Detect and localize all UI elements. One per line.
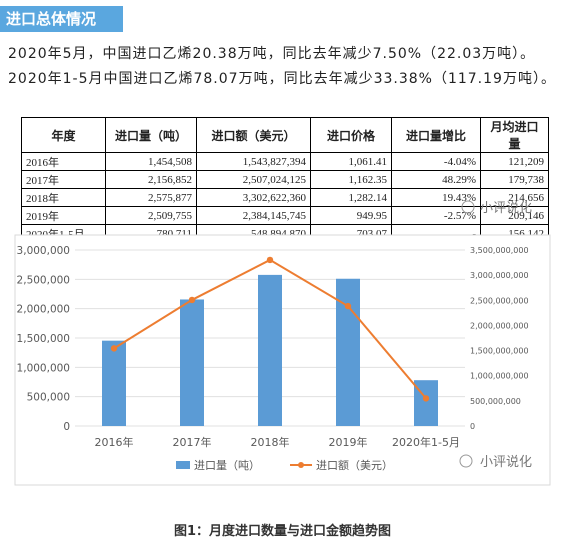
x-tick-label: 2018年 [251, 435, 290, 449]
line-point [266, 256, 274, 264]
left-tick-label: 2,000,000 [17, 304, 70, 316]
table-cell: 121,209 [480, 152, 549, 171]
right-tick-label: 3,000,000,000 [470, 271, 529, 280]
bar-series [102, 274, 438, 426]
right-tick-label: 2,500,000,000 [470, 296, 529, 305]
summary-paragraph-1: 2020年5月，中国进口乙烯20.38万吨，同比去年减少7.50%（22.03万… [8, 46, 536, 62]
table-cell: 1,543,827,394 [196, 152, 311, 171]
line-point [422, 395, 430, 402]
left-tick-label: 1,000,000 [17, 362, 70, 374]
line-series [110, 256, 430, 402]
right-tick-label: 2,000,000,000 [470, 321, 529, 330]
bar [258, 274, 282, 426]
table-cell: 1,282.14 [310, 188, 392, 207]
right-tick-label: 3,500,000,000 [470, 246, 529, 255]
table-cell: 48.29% [391, 170, 481, 189]
summary-paragraph-2: 2020年1-5月中国进口乙烯78.07万吨，同比去年减少33.38%（117.… [8, 71, 556, 87]
legend-label: 进口额（美元） [316, 459, 393, 472]
import-stats-table: 年度 进口量（吨） 进口额（美元） 进口价格 进口量增比 月均进口量 2016年… [21, 117, 549, 243]
table-row: 2016年 1,454,508 1,543,827,394 1,061.41 -… [21, 152, 549, 171]
watermark-text: 小评说化 [480, 201, 532, 216]
chart-legend: 进口量（吨） 进口额（美元） [176, 459, 393, 472]
watermark-text: 小评说化 [480, 455, 532, 470]
wechat-icon [459, 454, 473, 468]
table-header-cell: 年度 [21, 117, 106, 153]
table-row: 2018年 2,575,877 3,302,622,360 1,282.14 1… [21, 188, 549, 207]
bar [102, 340, 126, 426]
table-header-cell: 进口量增比 [391, 117, 481, 153]
left-tick-label: 1,500,000 [17, 333, 70, 345]
left-tick-label: 0 [63, 421, 70, 433]
table-cell: -2.57% [391, 206, 481, 225]
table-cell: 1,454,508 [105, 152, 197, 171]
table-cell: 2018年 [21, 188, 106, 207]
table-cell: 2,384,145,745 [196, 206, 311, 225]
left-tick-label: 2,500,000 [17, 274, 70, 286]
figure-caption: 图1：月度进口数量与进口金额趋势图 [173, 524, 392, 539]
wechat-icon [461, 200, 475, 214]
table-cell: 949.95 [310, 206, 392, 225]
x-tick-label: 2017年 [173, 435, 212, 449]
table-cell: 2019年 [21, 206, 106, 225]
table-header-cell: 进口价格 [310, 117, 392, 153]
legend-bar-swatch [176, 461, 190, 469]
right-axis-ticks: 0 500,000,000 1,000,000,000 1,500,000,000 2,… [470, 246, 529, 431]
line-point [188, 296, 196, 304]
line-point [344, 302, 352, 310]
table-cell: 2,509,755 [105, 206, 197, 225]
line-point [110, 345, 118, 352]
right-tick-label: 1,500,000,000 [470, 347, 529, 356]
legend-line-marker [298, 462, 304, 468]
left-tick-label: 500,000 [27, 392, 70, 404]
table-cell: 1,162.35 [310, 170, 392, 189]
x-tick-label: 2016年 [95, 435, 134, 449]
table-row: 2019年 2,509,755 2,384,145,745 949.95 -2.… [21, 206, 549, 225]
legend-label: 进口量（吨） [194, 459, 260, 472]
bar [180, 299, 204, 426]
x-tick-label: 2019年 [329, 435, 368, 449]
section-title: 进口总体情况 [0, 6, 123, 32]
table-header-cell: 进口额（美元） [196, 117, 311, 153]
x-tick-label: 2020年1-5月 [392, 435, 460, 449]
left-tick-label: 3,000,000 [17, 245, 70, 257]
x-axis-labels: 2016年 2017年 2018年 2019年 2020年1-5月 [95, 435, 460, 449]
left-axis-ticks: 0 500,000 1,000,000 1,500,000 2,000,000 2,500… [17, 245, 70, 433]
watermark-bottom: 小评说化 [459, 454, 532, 470]
right-tick-label: 1,000,000,000 [470, 372, 529, 381]
watermark-top: 小评说化 [461, 200, 532, 216]
right-tick-label: 500,000,000 [470, 397, 521, 406]
right-tick-label: 0 [470, 422, 475, 431]
